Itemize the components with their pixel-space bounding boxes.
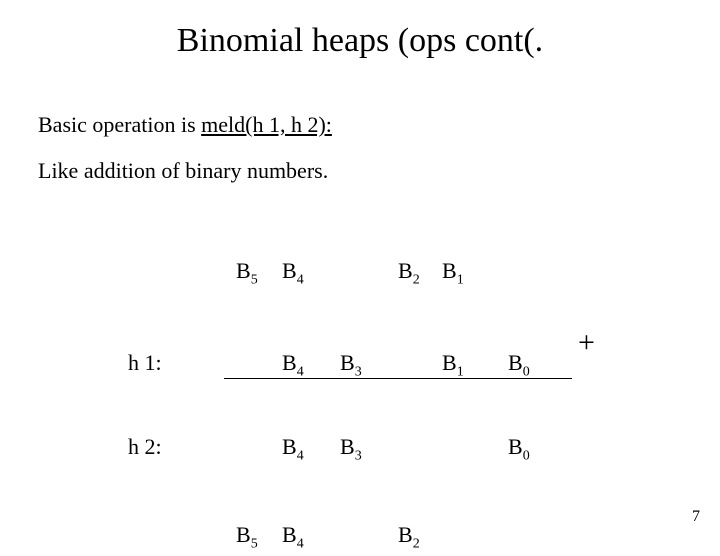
h2-label: h 2: <box>128 434 162 460</box>
intro-line-2: Like addition of binary numbers. <box>38 158 328 184</box>
plus-sign: + <box>578 326 595 360</box>
h1-label: h 1: <box>128 350 162 376</box>
result-b4: B4 <box>282 522 304 548</box>
page-number: 7 <box>692 508 700 526</box>
result-row: B5 B4 B2 <box>120 514 620 556</box>
h1-b1: B1 <box>442 350 464 376</box>
slide-title: Binomial heaps (ops cont(. <box>0 22 720 60</box>
intro-line-1: Basic operation is meld(h 1, h 2): <box>38 112 332 138</box>
meld-addition-table: B5 B4 B2 B1 h 1: B4 B3 B1 B0 h 2: B4 B3 … <box>120 250 620 418</box>
carry-b2: B2 <box>398 258 420 284</box>
h2-b4: B4 <box>282 434 304 460</box>
h1-b4: B4 <box>282 350 304 376</box>
carry-b5: B5 <box>236 258 258 284</box>
intro-line-1-prefix: Basic operation is <box>38 112 201 137</box>
result-b5: B5 <box>236 522 258 548</box>
meld-operation: meld(h 1, h 2): <box>201 112 332 137</box>
h2-b0: B0 <box>508 434 530 460</box>
h2-b3: B3 <box>340 434 362 460</box>
h1-b3: B3 <box>340 350 362 376</box>
addition-rule <box>224 378 572 379</box>
carry-row: B5 B4 B2 B1 <box>120 250 620 292</box>
carry-b4: B4 <box>282 258 304 284</box>
h2-row: h 2: B4 B3 B0 <box>120 426 620 468</box>
carry-b1: B1 <box>442 258 464 284</box>
result-b2: B2 <box>398 522 420 548</box>
h1-b0: B0 <box>508 350 530 376</box>
